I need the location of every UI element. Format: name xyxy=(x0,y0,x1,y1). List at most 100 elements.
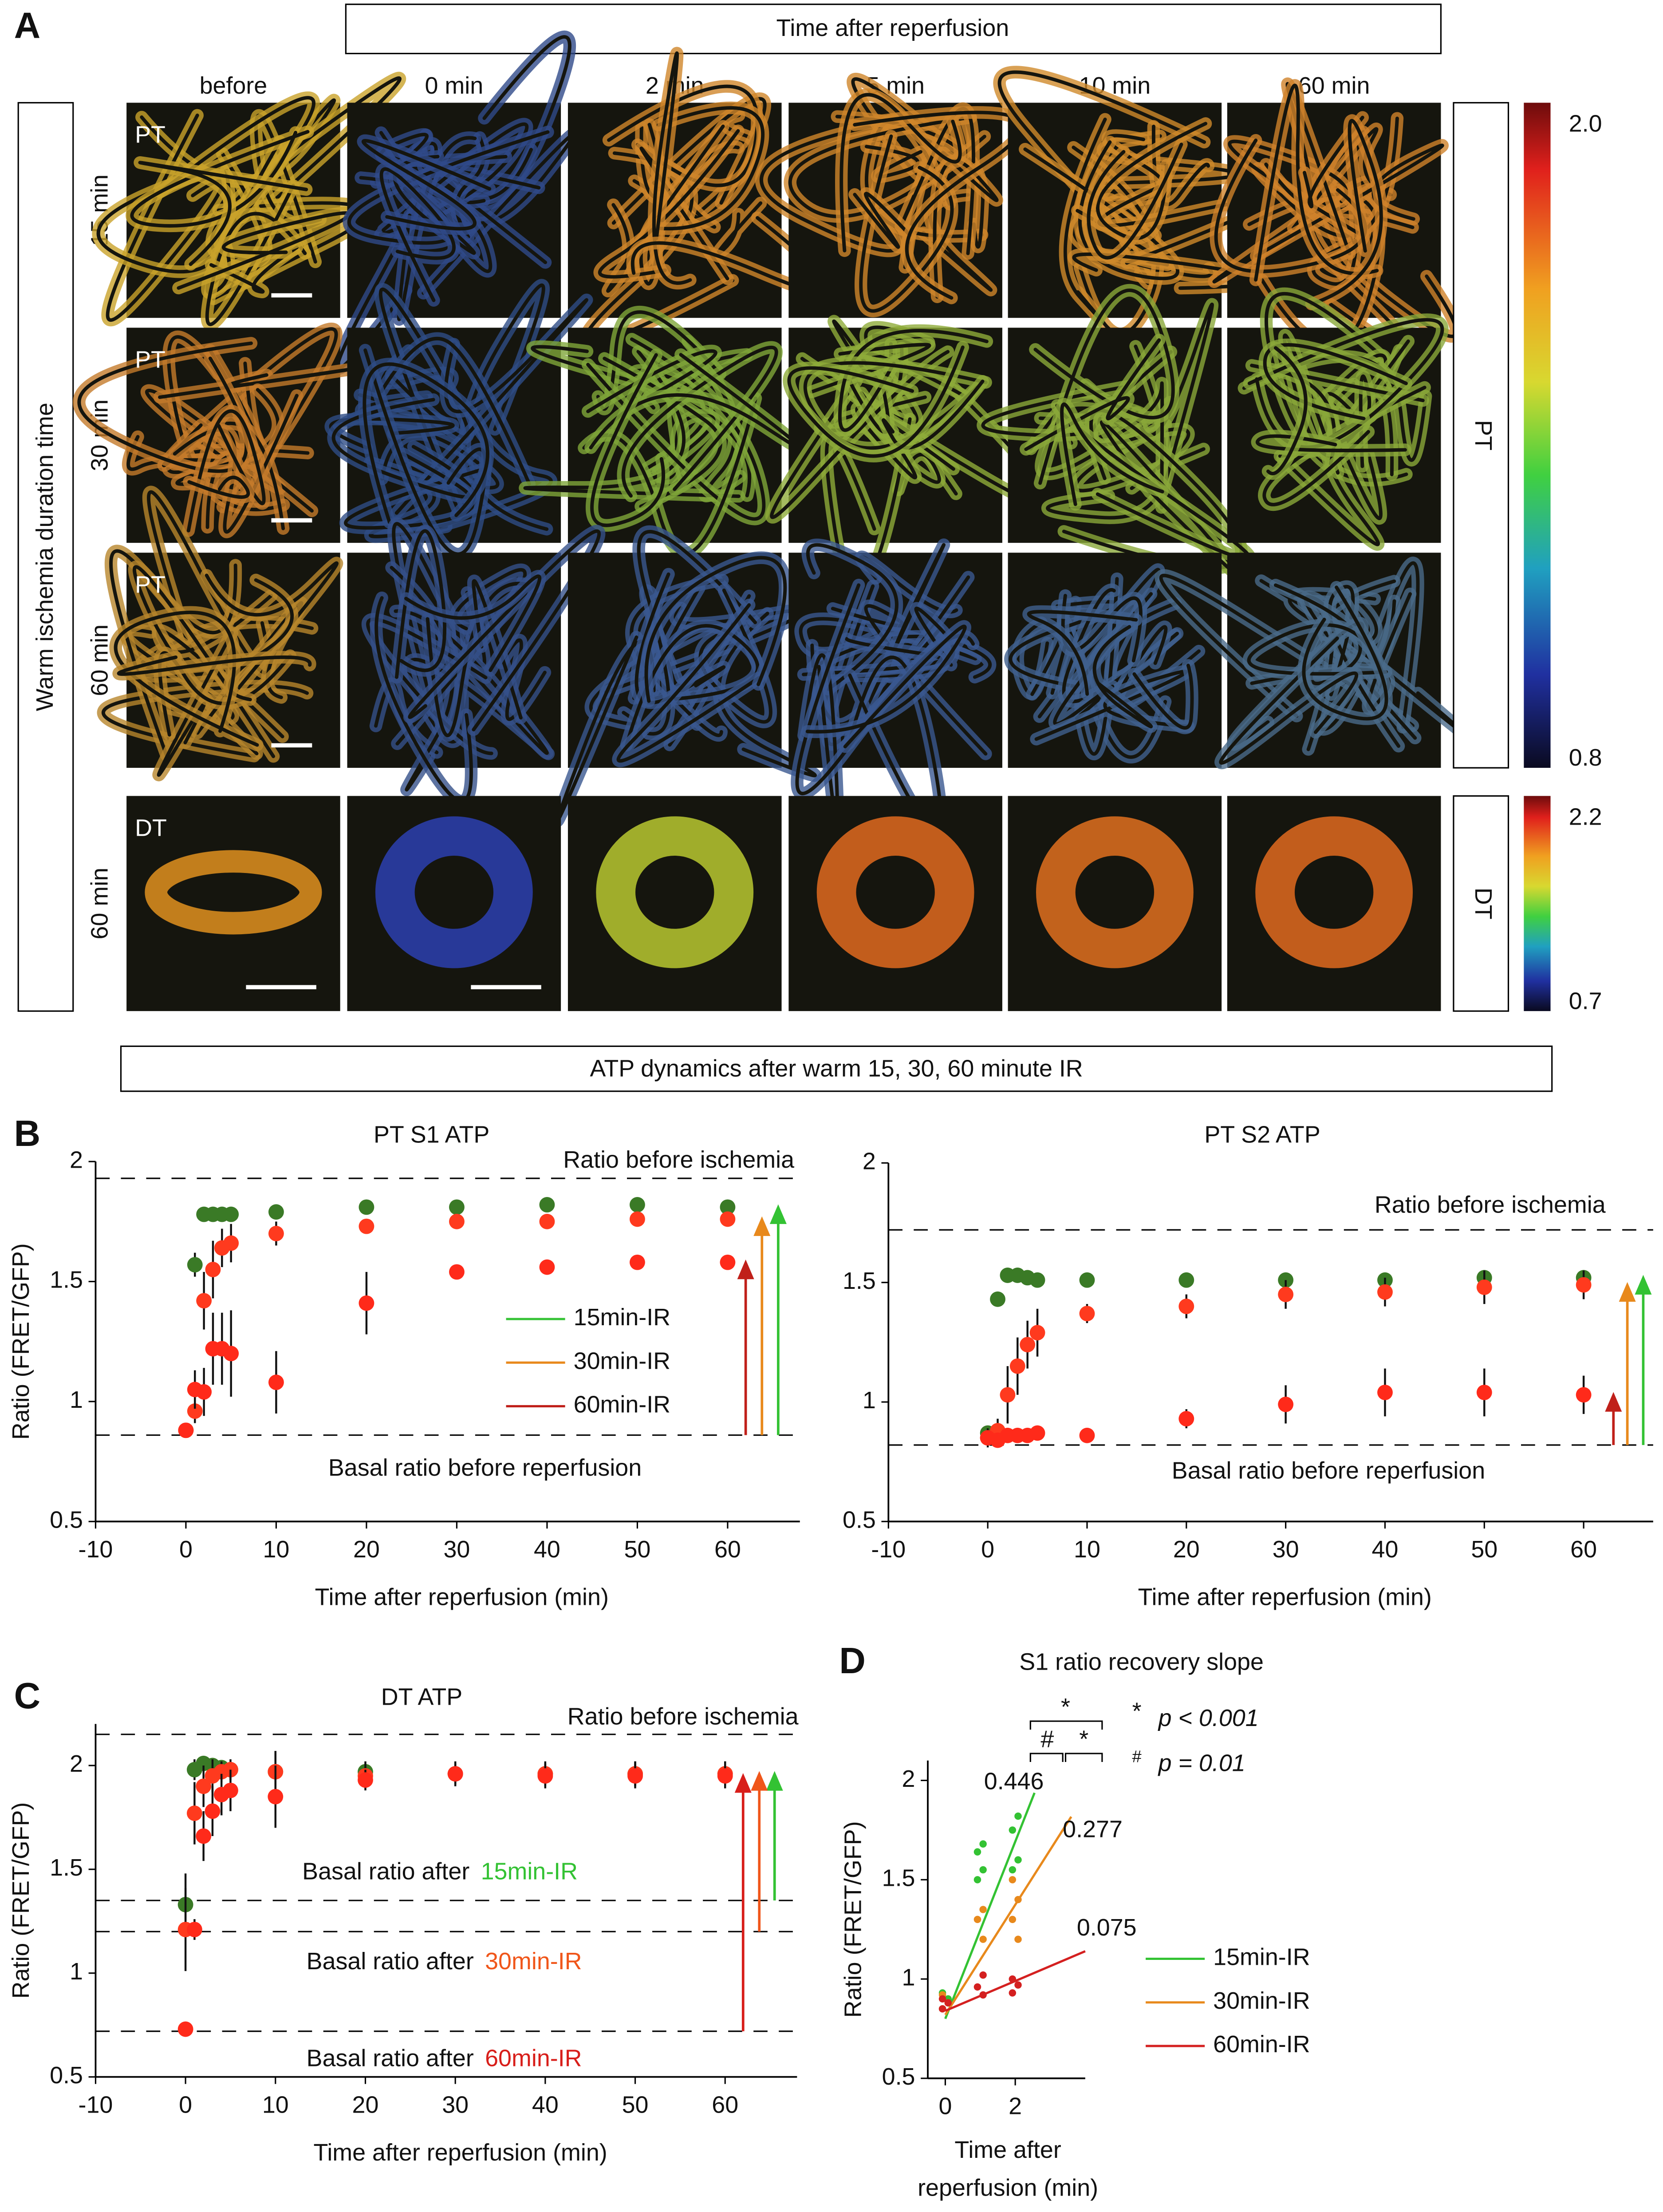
reference-series: 30min-IR xyxy=(485,1948,582,1975)
data-point xyxy=(1009,1989,1017,1997)
data-point xyxy=(268,1789,284,1805)
data-point xyxy=(973,1848,981,1856)
tubule-lumen xyxy=(1024,338,1161,451)
row-label: 60 min xyxy=(86,624,113,696)
reference-text: Basal ratio before reperfusion xyxy=(1172,1458,1485,1484)
tubule-lumen xyxy=(853,111,1024,300)
reference-label: Ratio before ischemia xyxy=(567,1703,799,1730)
tubule-lumen xyxy=(1034,669,1190,741)
segment-box xyxy=(1453,795,1509,1012)
y-tick-label: 1 xyxy=(70,1386,83,1413)
data-point xyxy=(539,1259,555,1275)
panel-letter: D xyxy=(839,1640,865,1681)
colorbar xyxy=(1524,103,1551,768)
chart-title: S1 ratio recovery slope xyxy=(1019,1648,1264,1675)
x-tick-label: 20 xyxy=(1173,1536,1200,1563)
segment-label: PT xyxy=(135,347,166,373)
header-box xyxy=(345,4,1442,55)
x-tick-label: -10 xyxy=(871,1536,906,1563)
tubule-lumen xyxy=(157,631,234,777)
significance-text: p < 0.001 xyxy=(1158,1705,1259,1731)
reference-text: Basal ratio after xyxy=(302,1858,469,1884)
data-point xyxy=(1014,1935,1022,1943)
y-tick-label: 1 xyxy=(902,1964,915,1991)
tubule-lumen xyxy=(1132,664,1194,730)
data-point xyxy=(1029,1325,1045,1341)
panel-letter: C xyxy=(14,1675,40,1716)
significance-text: p = 0.01 xyxy=(1158,1750,1245,1777)
y-tick-label: 1.5 xyxy=(50,1854,83,1881)
segment-label: PT xyxy=(135,122,166,148)
data-point xyxy=(979,1840,987,1848)
tubule-lumen xyxy=(652,51,692,285)
data-point xyxy=(973,1876,981,1884)
data-point xyxy=(359,1218,374,1234)
segment-label: PT xyxy=(135,572,166,598)
data-point xyxy=(196,1778,212,1794)
arrow-head xyxy=(1605,1392,1622,1412)
x-tick-label: 20 xyxy=(353,1536,380,1563)
data-point xyxy=(447,1766,463,1782)
bracket xyxy=(1029,1753,1064,1762)
data-point xyxy=(627,1768,643,1784)
tubule xyxy=(596,816,754,968)
bracket-symbol: * xyxy=(1079,1726,1088,1753)
reference-series: 15min-IR xyxy=(481,1858,578,1884)
x-tick-label: 60 xyxy=(712,2091,738,2118)
tubule-lumen xyxy=(1302,585,1388,721)
x-tick-label: 10 xyxy=(263,1536,289,1563)
arrow-head xyxy=(734,1773,752,1793)
tubule-lumen xyxy=(788,115,986,218)
tubule xyxy=(1255,816,1413,968)
segment-label: DT xyxy=(135,815,167,841)
data-point xyxy=(979,1971,987,1979)
y-tick-label: 2 xyxy=(70,1146,83,1173)
x-tick-label: 0 xyxy=(938,2093,952,2120)
y-axis-label: Ratio (FRET/GFP) xyxy=(8,1802,34,1999)
tubule-lumen xyxy=(859,134,954,313)
x-tick-label: 2 xyxy=(1009,2093,1022,2120)
data-point xyxy=(268,1375,284,1390)
tubule xyxy=(145,850,322,935)
tubule-lumen xyxy=(1255,434,1407,452)
data-point xyxy=(1014,1981,1022,1989)
y-tick-label: 1 xyxy=(863,1387,876,1414)
tubule-lumen xyxy=(1087,142,1183,260)
x-tick-label: 50 xyxy=(624,1536,650,1563)
reference-label: Basal ratio after 60min-IR xyxy=(307,2045,582,2072)
banner: ATP dynamics after warm 15, 30, 60 minut… xyxy=(590,1055,1083,1082)
data-point xyxy=(629,1197,645,1213)
data-point xyxy=(1009,1866,1017,1874)
data-point xyxy=(186,1805,202,1821)
data-point xyxy=(979,1991,987,1999)
data-point xyxy=(979,1935,987,1943)
tubule-lumen xyxy=(637,529,757,736)
data-point xyxy=(1029,1425,1045,1441)
x-tick-label: 50 xyxy=(622,2091,649,2118)
tubule-lumen xyxy=(770,350,950,519)
data-point xyxy=(196,1828,212,1844)
row-axis-box xyxy=(17,102,74,1012)
data-point xyxy=(187,1257,203,1273)
tubule-lumen xyxy=(657,106,765,231)
data-point xyxy=(196,1293,212,1309)
tubule-lumen xyxy=(621,345,778,498)
y-tick-label: 1 xyxy=(70,1958,83,1985)
column-header: 60 min xyxy=(1298,72,1370,99)
colorbar xyxy=(1524,796,1551,1011)
data-point xyxy=(1009,1876,1017,1884)
data-point xyxy=(944,1999,952,2007)
data-point xyxy=(205,1262,221,1277)
panel-letter: B xyxy=(14,1113,40,1154)
x-tick-label: 0 xyxy=(179,2091,192,2118)
reference-label: Basal ratio after 15min-IR xyxy=(302,1858,578,1884)
tubule-lumen xyxy=(644,556,787,703)
tubule-lumen xyxy=(847,656,943,834)
data-point xyxy=(1476,1384,1492,1400)
data-point xyxy=(223,1346,239,1362)
y-axis-label: Ratio (FRET/GFP) xyxy=(839,1821,866,2018)
tubule-lumen xyxy=(838,329,989,432)
data-point xyxy=(187,1403,203,1419)
